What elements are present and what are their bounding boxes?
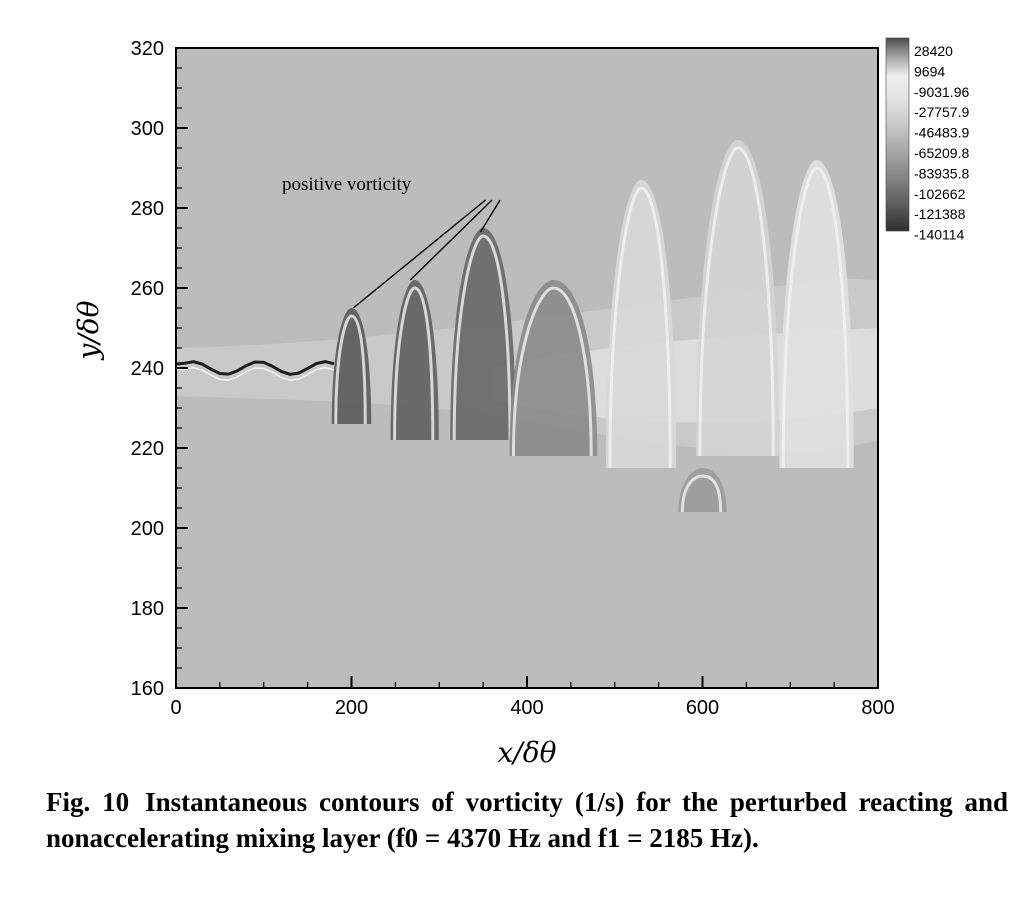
- caption-figure-number: Fig. 10: [46, 787, 130, 817]
- legend-level-label: -27757.9: [914, 104, 969, 120]
- y-tick-label: 300: [131, 118, 164, 140]
- vortex-blob-8: [678, 468, 727, 512]
- legend-level-label: 9694: [914, 63, 945, 79]
- vortex-highlight-1: [334, 314, 367, 425]
- y-tick-label: 160: [131, 678, 164, 700]
- legend-level-label: -65209.8: [914, 145, 969, 161]
- figure-caption: Fig. 10 Instantaneous contours of vortici…: [46, 784, 1008, 856]
- y-tick-label: 240: [131, 358, 164, 380]
- x-tick-label: 0: [170, 697, 181, 719]
- y-tick-label: 200: [131, 518, 164, 540]
- x-axis-title: x/δθ: [498, 736, 557, 769]
- vortex-highlight-6: [698, 146, 775, 457]
- legend-level-label: -102662: [914, 186, 966, 202]
- vortex-highlight-7: [781, 166, 850, 469]
- annotation-label: positive vorticity: [282, 174, 412, 195]
- x-tick-label: 400: [510, 697, 543, 719]
- positive-vorticity-annotation: positive vorticity: [282, 174, 501, 309]
- y-tick-label: 320: [131, 38, 164, 60]
- legend-level-label: -46483.9: [914, 125, 969, 141]
- annotation-leader-line: [409, 199, 493, 281]
- contour-field: [176, 140, 878, 513]
- annotation-leader-line: [479, 199, 501, 233]
- vortex-structure-6: [695, 140, 780, 456]
- x-tick-label: 600: [686, 697, 719, 719]
- y-tick-label: 180: [131, 598, 164, 620]
- x-tick-label: 800: [861, 697, 894, 719]
- x-tick-label: 200: [335, 697, 368, 719]
- colorbar: [885, 37, 910, 232]
- y-tick-label: 260: [131, 278, 164, 300]
- y-tick-label: 280: [131, 198, 164, 220]
- y-tick-label: 220: [131, 438, 164, 460]
- legend-level-label: -121388: [914, 206, 966, 222]
- axes: 0 200 400 600 800 160 180 200 220 240 260 280 300 320: [131, 38, 895, 719]
- inflow-vortex-sheet: [176, 360, 335, 376]
- legend-level-label: 28420: [914, 43, 953, 59]
- colorbar-legend: 28420 9694 -9031.96 -27757.9 -46483.9 -65209.…: [885, 37, 969, 243]
- vortex-highlight-3: [452, 234, 512, 441]
- inflow-light-sheet: [176, 366, 335, 382]
- vortex-highlight-4: [511, 286, 593, 457]
- y-axis-title: y/δθ: [72, 300, 105, 361]
- legend-level-label: -140114: [914, 227, 965, 243]
- legend-level-label: -9031.96: [914, 84, 969, 100]
- vortex-highlight-2: [393, 286, 435, 441]
- caption-text: Instantaneous contours of vorticity (1/s…: [46, 787, 1008, 853]
- vorticity-contour-chart: 0 200 400 600 800 160 180 200 220 240 260 280 300 320…: [72, 37, 969, 769]
- vortex-highlight-8: [680, 474, 723, 513]
- vortex-highlight-5: [608, 186, 672, 469]
- annotation-leader-line: [352, 199, 487, 309]
- legend-level-label: -83935.8: [914, 165, 969, 181]
